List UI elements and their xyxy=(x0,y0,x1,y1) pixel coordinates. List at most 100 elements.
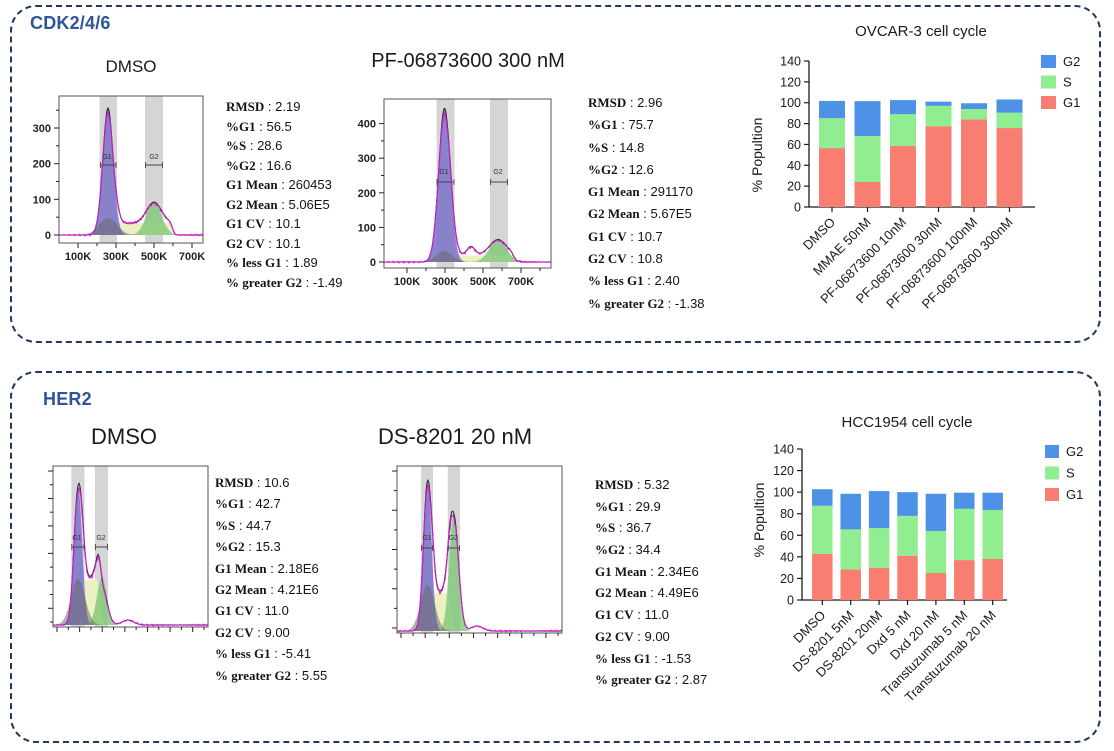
stat-line-%-greater-g2: % greater G2 : -1.38 xyxy=(588,293,705,315)
y-tick-label: 40 xyxy=(787,159,801,173)
y-tick-label: 100 xyxy=(780,96,801,110)
panel-her2-border xyxy=(10,371,1101,743)
data-curve-outline xyxy=(52,486,209,627)
stat-line-%g1: %G1 : 56.5 xyxy=(226,117,343,137)
legend-swatch-g2 xyxy=(1041,55,1056,68)
stat-value: 16.6 xyxy=(266,157,292,173)
stat-label: % greater G2 xyxy=(226,274,303,290)
stat-label: RMSD xyxy=(588,95,627,110)
legend-label-s: S xyxy=(1063,75,1072,90)
bar-dxd-5-nm-g2 xyxy=(897,492,918,516)
bar-transtuzumab-20-nm-g1 xyxy=(982,559,1003,600)
stat-separator: : xyxy=(650,650,662,666)
bar-transtuzumab-20-nm-g2 xyxy=(982,492,1003,510)
stat-value: 5.32 xyxy=(644,477,670,492)
stat-value: -1.38 xyxy=(674,295,705,311)
stat-separator: : xyxy=(277,196,289,212)
y-tick-label: 140 xyxy=(780,55,801,69)
stat-label: %G2 xyxy=(226,157,256,173)
flow-histogram-cdk-dmso: 0 100 200 300 100K 300K 500K 700K G1 G2 xyxy=(33,95,205,263)
y-tick-label: 0 xyxy=(787,594,794,608)
stat-value: -1.49 xyxy=(312,274,343,290)
legend-label-g1: G1 xyxy=(1063,95,1080,110)
stat-separator: : xyxy=(244,496,256,512)
bar-mmae-50nm-s xyxy=(854,136,881,182)
gate-label-g2: G2 xyxy=(149,154,158,161)
stat-line-%g2: %G2 : 12.6 xyxy=(588,159,705,181)
panel-cdk246-border xyxy=(10,5,1101,343)
stat-value: 5.06E5 xyxy=(288,196,330,212)
stat-label: %S xyxy=(226,138,247,153)
stat-separator: : xyxy=(264,235,276,251)
y-axis-label: % Popultion xyxy=(751,483,767,558)
bar-pf-06873600-30nm-g2 xyxy=(925,101,952,106)
y-tick-label: 100 xyxy=(358,222,376,234)
stat-line-%-less-g1: % less G1 : -1.53 xyxy=(595,648,707,670)
gate-label-g1: G1 xyxy=(422,535,431,542)
y-tick-label: 80 xyxy=(780,507,794,521)
y-tick-label: 200 xyxy=(33,159,51,171)
stat-separator: : xyxy=(255,118,267,134)
stat-separator: : xyxy=(624,542,636,558)
stat-line-rmsd: RMSD : 10.6 xyxy=(215,472,327,493)
stat-label: %S xyxy=(588,139,609,155)
hist-title-her2-dmso: DMSO xyxy=(91,424,157,449)
stat-line-g2-mean: G2 Mean : 5.67E5 xyxy=(588,203,705,225)
data-curve-outline xyxy=(396,484,563,633)
stat-label: G1 Mean xyxy=(588,184,640,200)
y-tick-label: 200 xyxy=(358,188,376,200)
stat-label: % less G1 xyxy=(226,255,282,270)
plot-area xyxy=(384,99,551,268)
bar-pf-06873600-100nm-g2 xyxy=(961,103,987,109)
legend-label-g1: G1 xyxy=(1066,487,1083,502)
stat-line-%-greater-g2: % greater G2 : 2.87 xyxy=(595,669,707,691)
stat-line-g2-cv: G2 CV : 10.1 xyxy=(226,234,343,254)
x-tick-label: 700K xyxy=(508,276,534,288)
stat-separator: : xyxy=(671,672,682,688)
stat-line-rmsd: RMSD : 2.19 xyxy=(226,97,343,117)
stat-value: 34.4 xyxy=(635,542,661,558)
stat-separator: : xyxy=(633,477,645,492)
bar-transtuzumab-5-nm-s xyxy=(954,508,975,561)
stat-value: 291170 xyxy=(650,184,693,200)
stat-separator: : xyxy=(266,560,278,576)
bar-ds-8201-5nm-s xyxy=(840,529,861,570)
stat-value: 29.9 xyxy=(635,498,661,514)
debris-area xyxy=(397,585,562,631)
stat-label: RMSD xyxy=(226,99,265,114)
stat-separator: : xyxy=(633,607,645,623)
stat-value: 14.8 xyxy=(619,139,645,155)
bar-pf-06873600-30nm-g1 xyxy=(925,126,952,207)
x-tick-label: 300K xyxy=(432,276,458,288)
g2-peak-area xyxy=(384,239,551,262)
hist-title-her2-ds: DS-8201 20 nM xyxy=(377,424,533,449)
stat-label: % greater G2 xyxy=(595,672,672,688)
stat-label: %G2 xyxy=(215,539,245,555)
gate-label-g1: G1 xyxy=(72,535,81,542)
y-tick-label: 0 xyxy=(370,257,376,269)
stat-line-%g1: %G1 : 42.7 xyxy=(215,493,327,514)
bar-dmso-s xyxy=(819,118,845,149)
legend-swatch-g2 xyxy=(1045,445,1059,458)
stat-label: G2 CV xyxy=(595,628,634,644)
gate-bracket-g1 xyxy=(71,544,85,550)
stat-label: G2 Mean xyxy=(588,206,640,222)
y-tick-label: 140 xyxy=(773,443,794,457)
stat-label: G2 CV xyxy=(226,235,265,251)
stat-line-rmsd: RMSD : 5.32 xyxy=(595,474,707,496)
gate-bracket-g2 xyxy=(94,544,108,550)
stat-label: G1 CV xyxy=(226,216,265,231)
stat-value: 11.0 xyxy=(264,603,289,619)
stat-value: 5.55 xyxy=(301,667,328,683)
stat-label: RMSD xyxy=(595,477,634,492)
stat-line-g1-cv: G1 CV : 10.7 xyxy=(588,226,705,248)
stat-separator: : xyxy=(277,177,289,192)
stat-separator: : xyxy=(253,475,265,490)
stat-separator: : xyxy=(246,138,258,153)
stat-value: 28.6 xyxy=(257,138,283,153)
g1-peak-area xyxy=(397,481,562,631)
bar-dmso-g1 xyxy=(819,148,845,207)
stat-line-%g2: %G2 : 34.4 xyxy=(595,539,707,561)
stat-line-%s: %S : 14.8 xyxy=(588,137,705,159)
stat-value: 10.6 xyxy=(264,475,290,490)
